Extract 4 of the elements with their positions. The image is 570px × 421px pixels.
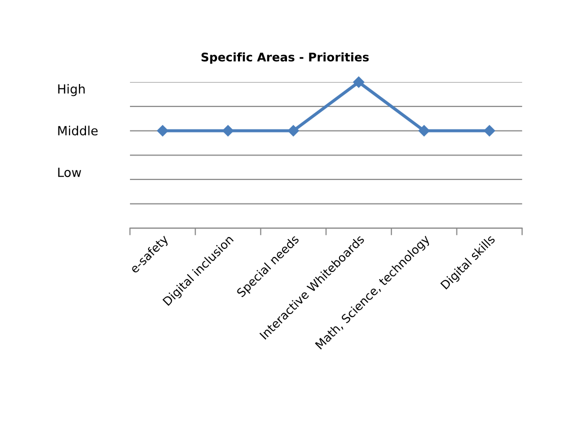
text: Middle — [58, 126, 98, 136]
chart-title: Specific Areas - Priorities — [202, 52, 369, 64]
text: Low — [58, 168, 82, 178]
text: High — [58, 84, 85, 96]
